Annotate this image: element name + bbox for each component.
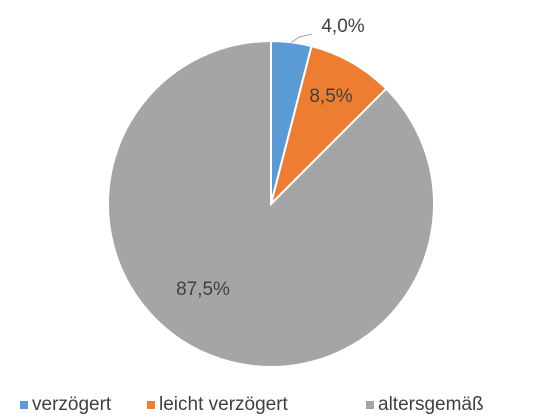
- legend-label: altersgemäß: [378, 394, 484, 415]
- legend-marker: [20, 401, 28, 409]
- data-label: 8,5%: [309, 86, 352, 107]
- pie-slice: [269, 44, 388, 208]
- data-labels: 4,0% 8,5% 87,5%: [176, 16, 365, 300]
- leader-line: [291, 33, 313, 43]
- pie: [107, 39, 435, 368]
- legend-label: verzögert: [32, 394, 112, 415]
- data-label: 4,0%: [321, 16, 364, 37]
- legend-label: leicht verzögert: [159, 394, 289, 415]
- data-label: 87,5%: [176, 279, 230, 300]
- pie-slice: [107, 39, 435, 368]
- legend-marker: [147, 401, 155, 409]
- legend-marker: [366, 401, 374, 409]
- legend: verzögert leicht verzögert altersgemäß: [20, 394, 484, 415]
